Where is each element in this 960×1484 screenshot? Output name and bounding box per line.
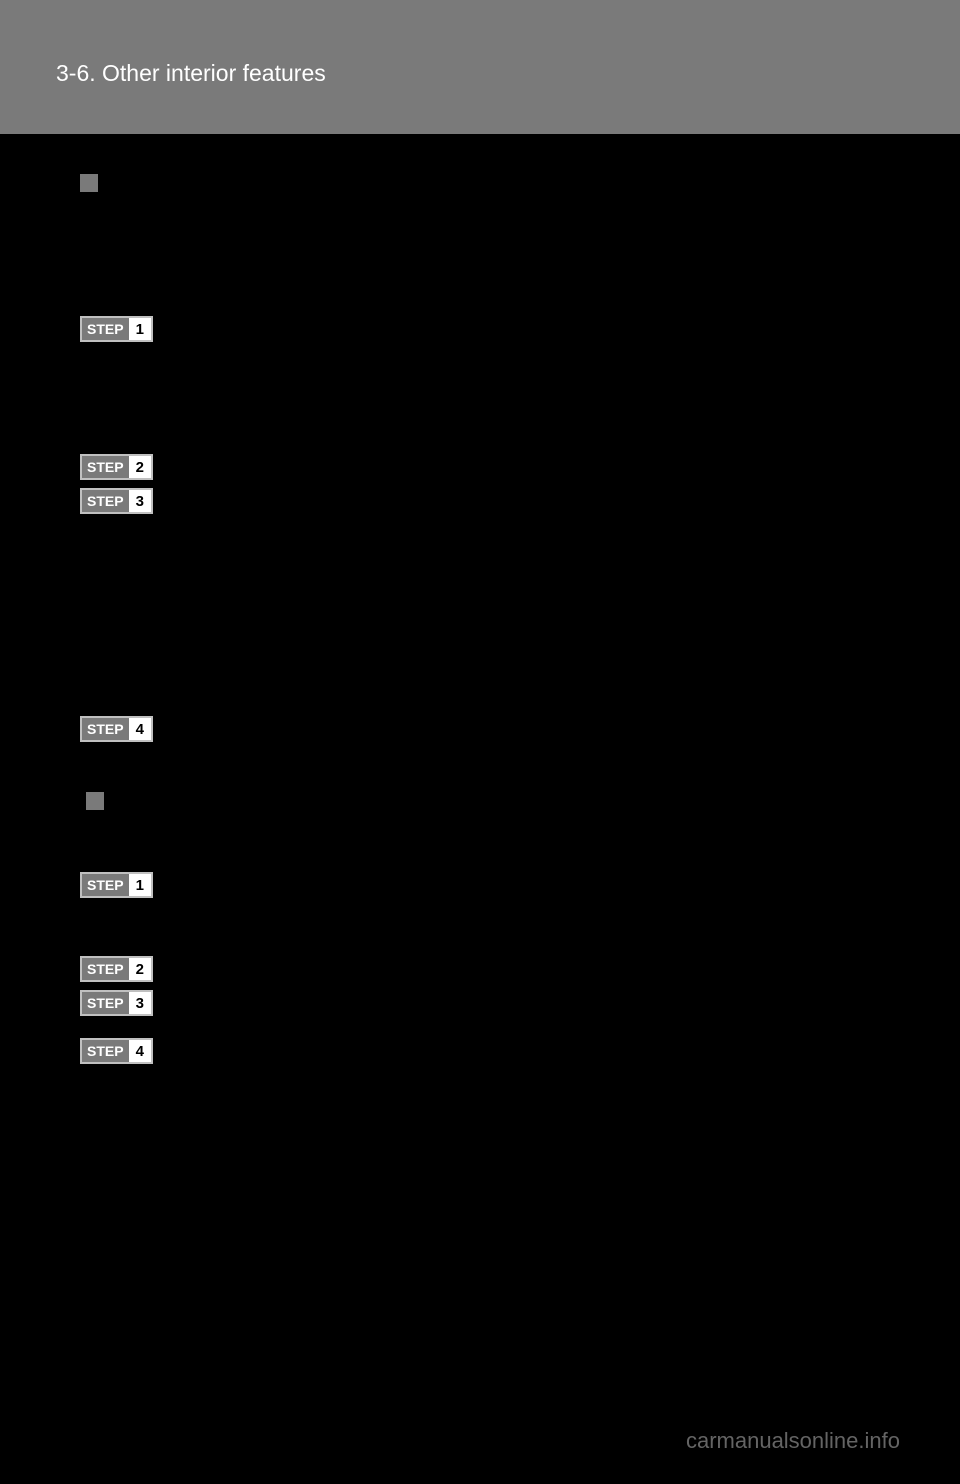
step-b2: STEP 2 [80, 956, 880, 982]
step-a2: STEP 2 [80, 454, 880, 480]
chapter-label: 3-6. Other interior features [56, 60, 326, 86]
step-label: STEP [82, 490, 129, 512]
step-label: STEP [82, 874, 129, 896]
step-b4: STEP 4 [80, 1038, 880, 1064]
step-badge: STEP 3 [80, 488, 153, 514]
step-number: 4 [129, 718, 151, 740]
page-content: STEP 1 STEP 2 STEP 3 STEP 4 [0, 134, 960, 1064]
watermark: carmanualsonline.info [686, 1428, 900, 1454]
page-header: 3-6. Other interior features [0, 0, 960, 134]
step-number: 4 [129, 1040, 151, 1062]
step-badge: STEP 1 [80, 316, 153, 342]
section-a-intro [106, 206, 880, 296]
step-badge: STEP 3 [80, 990, 153, 1016]
step-label: STEP [82, 456, 129, 478]
step-number: 2 [129, 456, 151, 478]
step-b1: STEP 1 [80, 872, 880, 948]
step-label: STEP [82, 718, 129, 740]
step-b3: STEP 3 [80, 990, 880, 1030]
step-number: 1 [129, 318, 151, 340]
square-bullet-icon [86, 792, 104, 810]
step-badge: STEP 2 [80, 454, 153, 480]
step-label: STEP [82, 958, 129, 980]
step-a4: STEP 4 [80, 716, 880, 756]
step-badge: STEP 4 [80, 716, 153, 742]
step-badge: STEP 2 [80, 956, 153, 982]
step-number: 3 [129, 490, 151, 512]
step-a3: STEP 3 [80, 488, 880, 708]
step-badge: STEP 1 [80, 872, 153, 898]
step-label: STEP [82, 992, 129, 1014]
step-label: STEP [82, 318, 129, 340]
step-number: 1 [129, 874, 151, 896]
section-b-title-row [86, 792, 880, 810]
step-number: 2 [129, 958, 151, 980]
step-label: STEP [82, 1040, 129, 1062]
section-a-title-row [80, 174, 880, 192]
step-number: 3 [129, 992, 151, 1014]
square-bullet-icon [80, 174, 98, 192]
step-a1: STEP 1 [80, 316, 880, 446]
section-b-intro [106, 824, 880, 852]
step-badge: STEP 4 [80, 1038, 153, 1064]
